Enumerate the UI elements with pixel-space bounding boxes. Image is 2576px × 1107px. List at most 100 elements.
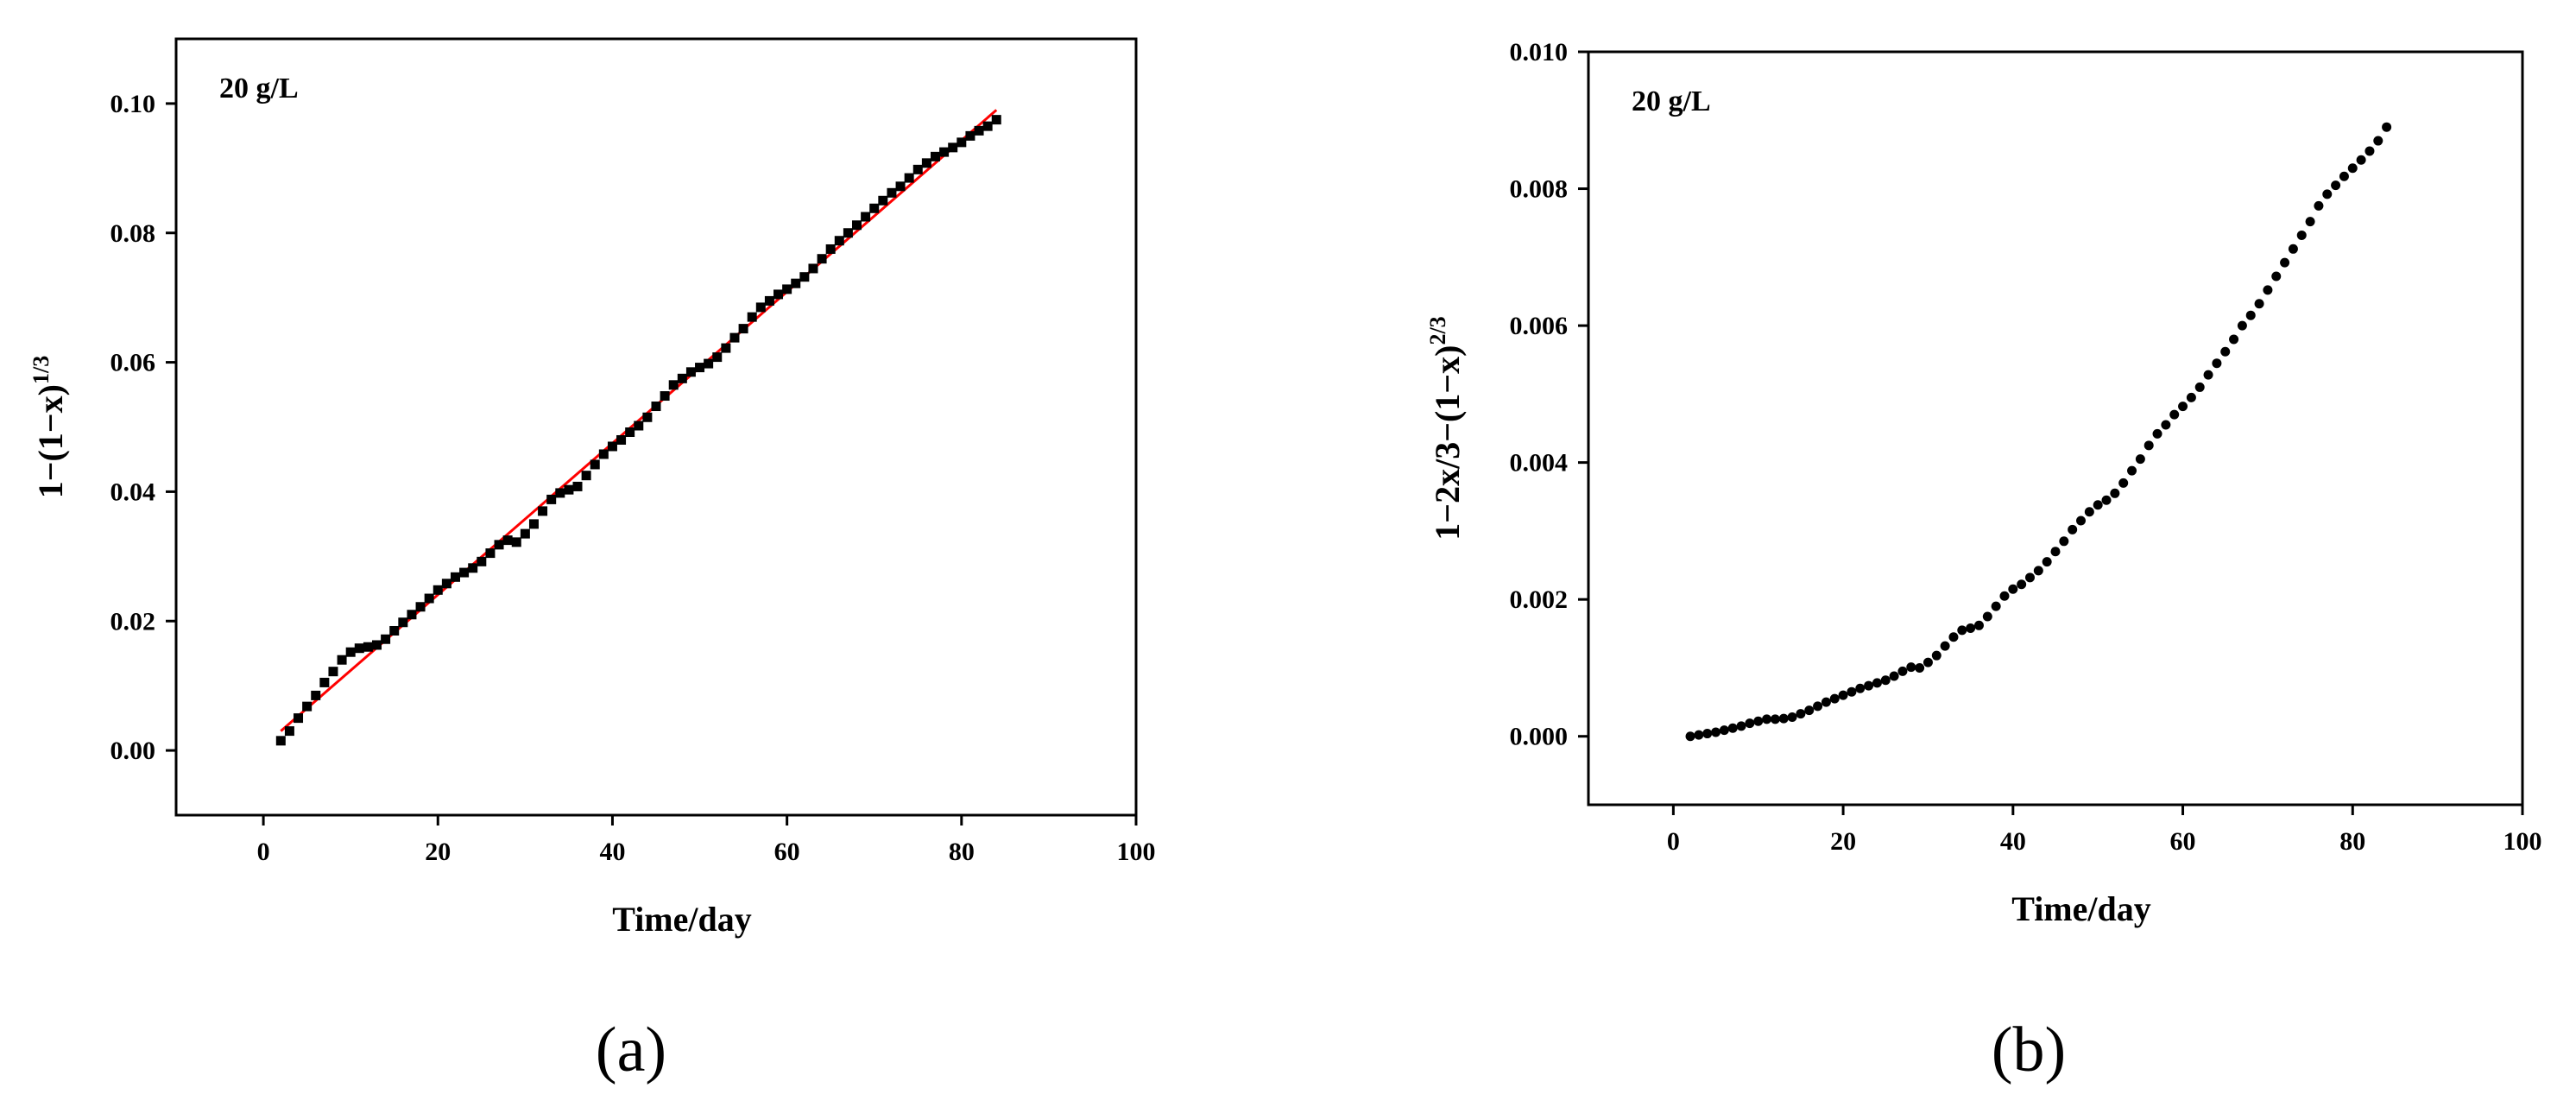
data-point (738, 324, 748, 334)
data-point (2288, 244, 2298, 254)
data-point (564, 484, 574, 495)
data-point (1931, 650, 1941, 661)
data-point (685, 367, 696, 377)
data-point (2017, 579, 2027, 590)
data-point (2356, 155, 2366, 165)
x-tick-label: 60 (774, 838, 800, 866)
data-point (2161, 420, 2171, 430)
data-point (2296, 230, 2307, 240)
data-point (1864, 680, 1874, 691)
data-point (921, 158, 931, 168)
x-tick-label: 80 (2339, 827, 2365, 856)
data-point (2322, 189, 2333, 199)
y-tick-label: 0.010 (1510, 38, 1569, 66)
data-point (398, 617, 408, 628)
data-point (2314, 200, 2324, 211)
data-point (538, 506, 548, 516)
data-point (381, 634, 391, 644)
data-point (1940, 641, 1950, 651)
data-point (2220, 346, 2231, 357)
y-tick-label: 0.008 (1510, 175, 1569, 204)
data-point (2331, 180, 2341, 191)
data-point (695, 363, 705, 373)
data-point (808, 263, 818, 274)
data-point (799, 272, 810, 282)
data-point (363, 642, 373, 652)
data-point (2347, 163, 2358, 174)
data-point (1778, 713, 1789, 724)
data-point (2305, 217, 2315, 227)
y-axis-title: 1−2x/3−(1−x)2/3 (1425, 316, 1467, 540)
data-point (1982, 611, 1992, 622)
data-point (459, 567, 470, 578)
data-point (311, 690, 321, 700)
data-point (1762, 714, 1772, 724)
data-point (389, 625, 400, 636)
data-point (2076, 516, 2087, 526)
data-point (1999, 591, 2010, 601)
data-point (991, 115, 1001, 125)
data-point (1838, 690, 1848, 700)
x-tick-label: 40 (599, 838, 625, 866)
data-point (887, 187, 897, 198)
data-point (974, 125, 984, 136)
data-point (2254, 299, 2264, 309)
data-point (2178, 402, 2188, 412)
data-point (372, 640, 382, 650)
data-point (607, 441, 617, 452)
data-point (468, 563, 478, 573)
data-point (642, 412, 653, 422)
data-point (1787, 712, 1797, 723)
data-point (1719, 725, 1729, 736)
data-point (1745, 718, 1755, 729)
data-point (712, 352, 723, 363)
x-tick-label: 40 (2000, 827, 2026, 856)
y-tick-label: 0.08 (110, 219, 156, 248)
data-point (432, 585, 443, 595)
data-point (825, 244, 836, 254)
data-point (2194, 382, 2205, 392)
data-point (651, 402, 661, 412)
data-point (294, 713, 304, 724)
data-point (337, 655, 347, 665)
data-point (581, 471, 591, 481)
data-point (729, 332, 740, 343)
data-point (704, 358, 714, 369)
data-point (1991, 601, 2001, 611)
data-point (1770, 714, 1780, 724)
y-tick-label: 0.002 (1510, 585, 1569, 614)
data-point (1685, 731, 1695, 742)
data-point (930, 151, 940, 161)
data-point (1906, 662, 1916, 673)
y-tick-label: 0.006 (1510, 312, 1569, 340)
data-point (1915, 662, 1925, 673)
data-point (424, 593, 434, 604)
data-point (2382, 122, 2392, 132)
data-point (2008, 584, 2018, 594)
data-point (721, 343, 731, 353)
data-point (2271, 271, 2282, 281)
data-point (1966, 623, 1976, 633)
x-tick-label: 20 (425, 838, 451, 866)
data-point (791, 278, 801, 288)
x-tick-label: 0 (257, 838, 270, 866)
data-point (319, 677, 330, 687)
data-point (450, 572, 460, 582)
concentration-annotation: 20 g/L (1632, 85, 1711, 117)
data-point (773, 289, 784, 300)
data-point (590, 459, 600, 470)
data-point (1923, 657, 1933, 667)
data-point (302, 701, 313, 712)
data-point (625, 427, 635, 437)
data-point (2110, 488, 2120, 498)
data-point (869, 203, 880, 213)
data-point (2263, 285, 2273, 295)
x-tick-label: 0 (1667, 827, 1680, 856)
data-point (1973, 620, 1984, 630)
data-point (1736, 721, 1746, 731)
data-point (1753, 716, 1764, 726)
data-point (415, 602, 426, 612)
data-point (2245, 310, 2256, 320)
data-point (2024, 572, 2035, 583)
data-point (1813, 701, 1823, 712)
